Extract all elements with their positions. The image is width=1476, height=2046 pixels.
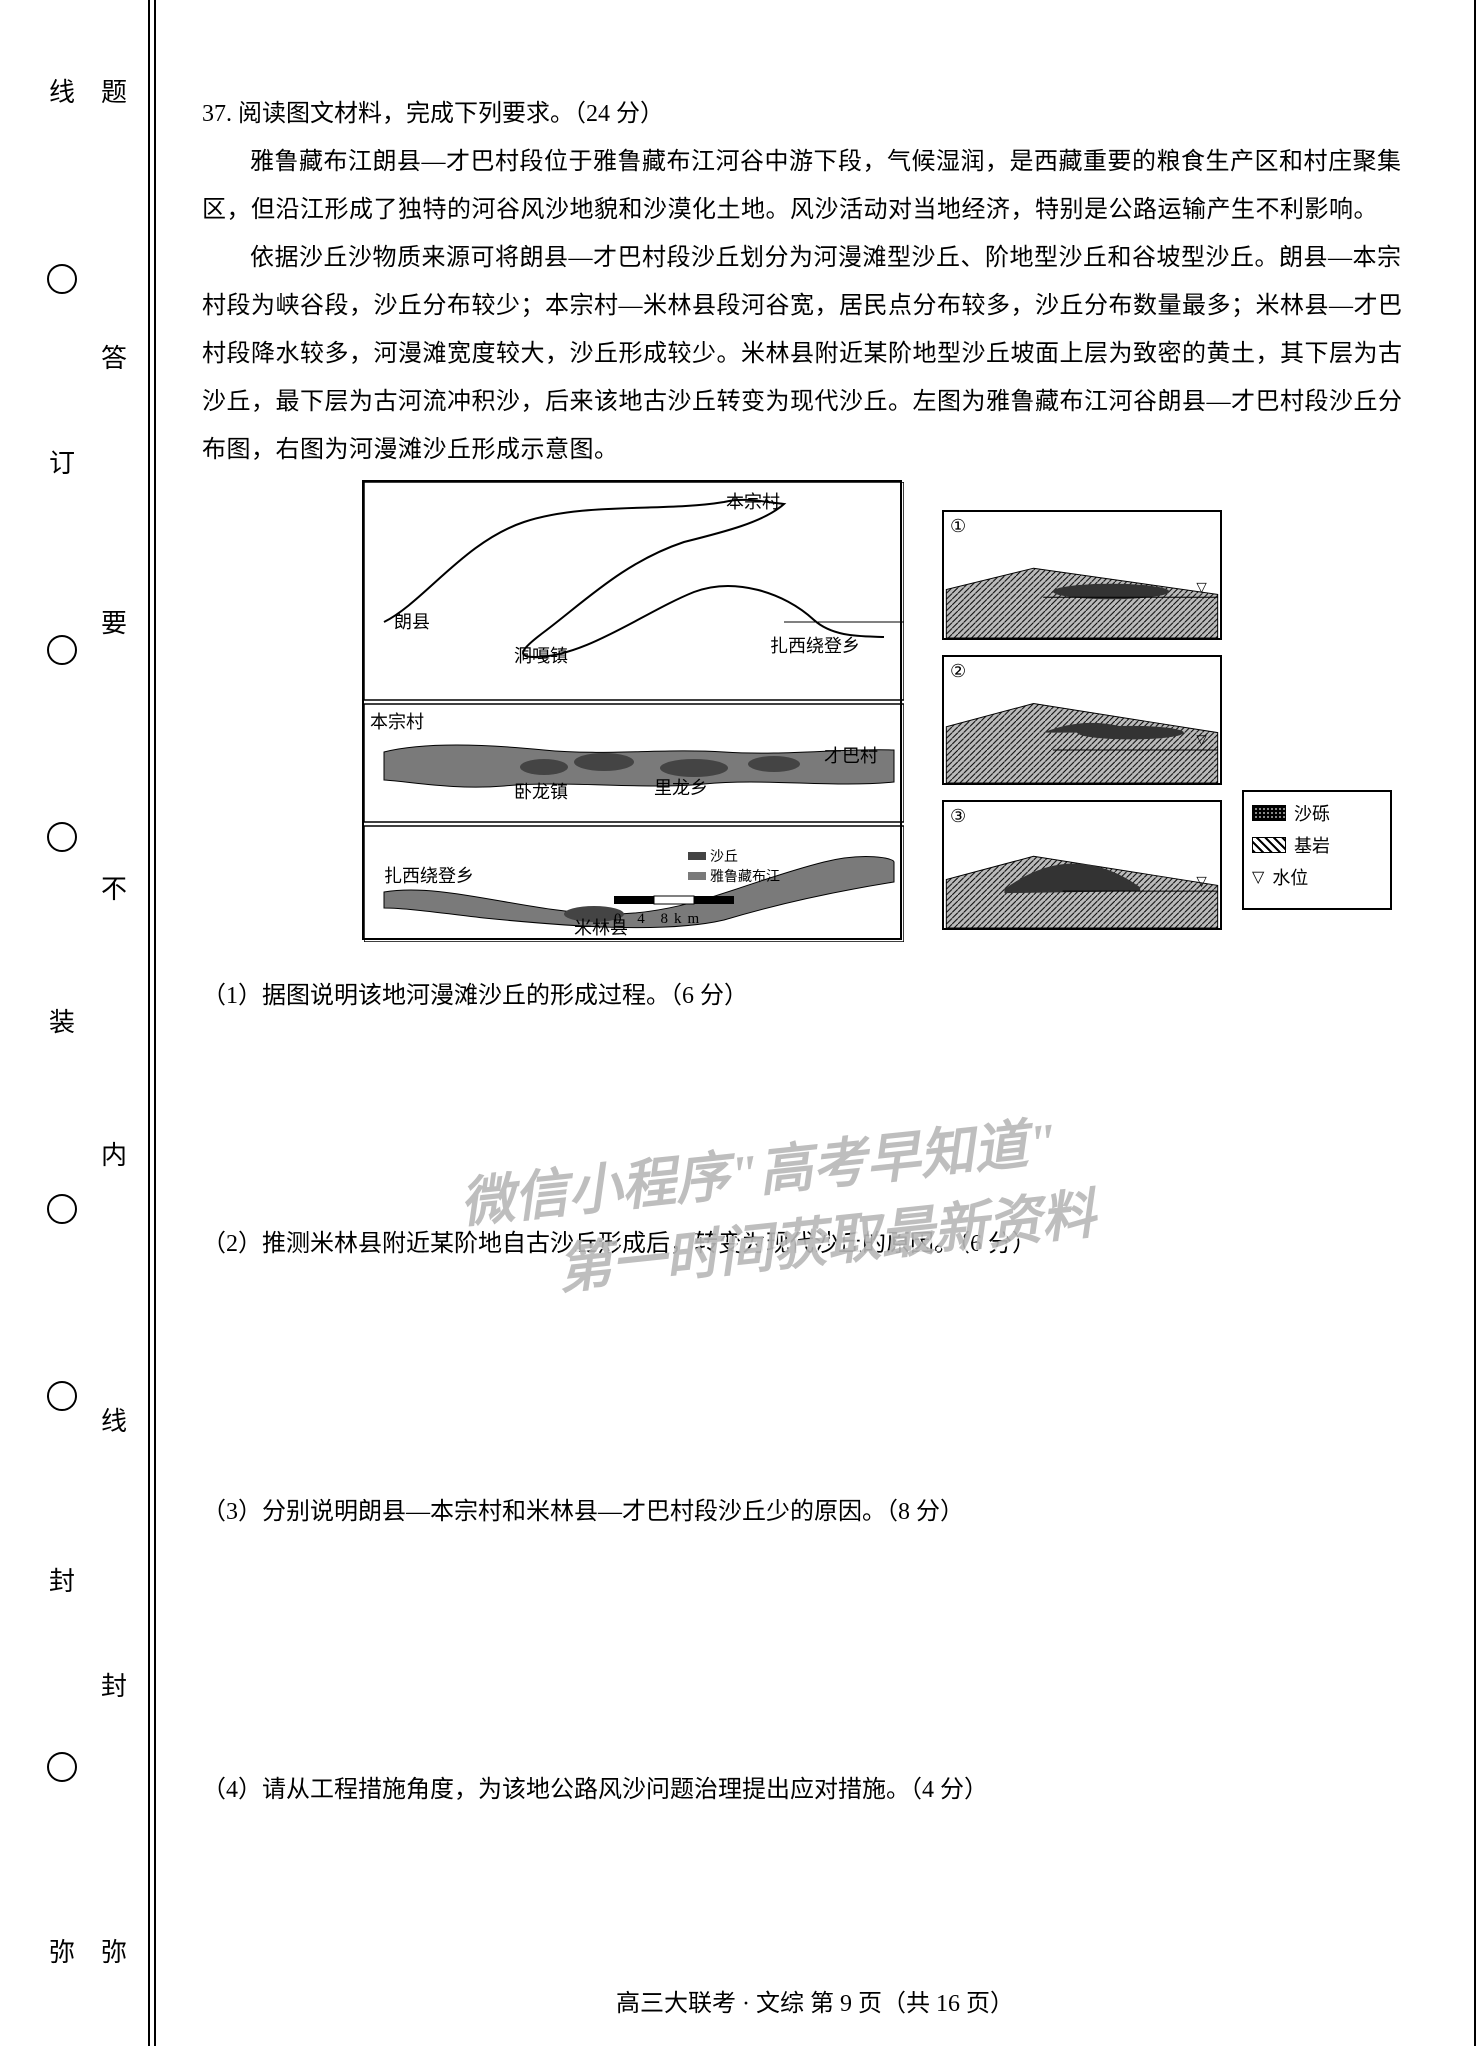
- binding-char: 订: [49, 451, 75, 477]
- swatch-sand-icon: [1252, 805, 1286, 821]
- paragraph-2: 依据沙丘沙物质来源可将朗县—才巴村段沙丘划分为河漫滩型沙丘、阶地型沙丘和谷坡型沙…: [202, 234, 1404, 474]
- legend-label-sand: 沙砾: [1294, 800, 1330, 826]
- legend-row-rock: 基岩: [1252, 832, 1382, 858]
- question-number: 37.: [202, 101, 232, 127]
- map-label-lilong: 里龙乡: [654, 774, 708, 800]
- binding-margin: 线 订 装 封 弥 题 答 要 不 内 线 封 弥: [0, 0, 150, 2046]
- swatch-rock-icon: [1252, 837, 1286, 853]
- map-label-caiba: 才巴村: [824, 742, 878, 768]
- binding-char: 封: [101, 1674, 127, 1700]
- binding-char: 弥: [49, 1940, 75, 1966]
- map-label-langxian: 朗县: [394, 608, 430, 634]
- cross-section-3: ③ ▽: [942, 800, 1222, 930]
- legend-box: 沙砾 基岩 ▽ 水位: [1242, 790, 1392, 910]
- content-area: 37. 阅读图文材料，完成下列要求。（24 分） 雅鲁藏布江朗县—才巴村段位于雅…: [154, 0, 1476, 2046]
- subquestion-1-block: （1）据图说明该地河漫滩沙丘的形成过程。（6 分）: [202, 972, 1404, 1220]
- legend-label-rock: 基岩: [1294, 832, 1330, 858]
- binding-inner-col: 题 答 要 不 内 线 封 弥: [96, 80, 132, 1966]
- page-footer: 高三大联考 · 文综 第 9 页（共 16 页）: [156, 1983, 1474, 2018]
- map-scale: 0 4 8km: [614, 894, 734, 928]
- map-label-dongga: 洞嘎镇: [514, 642, 568, 668]
- subquestion-3: （3）分别说明朗县—本宗村和米林县—才巴村段沙丘少的原因。（8 分）: [202, 1488, 1404, 1536]
- subquestion-2-block: （2）推测米林县附近某阶地自古沙丘形成后，转变为现代沙丘的原因。（6 分）: [202, 1220, 1404, 1488]
- panel-number: ①: [950, 516, 966, 537]
- figure-area: 本宗村 朗县 洞嘎镇 扎西绕登乡 本宗村 卧龙镇 里龙乡 才巴村 扎西绕登乡 米…: [362, 480, 1404, 960]
- binding-char: 题: [101, 80, 127, 106]
- page: 线 订 装 封 弥 题 答 要 不 内 线 封 弥 37. 阅读图文材料，完成下…: [0, 0, 1476, 2046]
- paragraph-1: 雅鲁藏布江朗县—才巴村段位于雅鲁藏布江河谷中游下段，气候湿润，是西藏重要的粮食生…: [202, 138, 1404, 234]
- cross-section-2: ② ▽: [942, 655, 1222, 785]
- map-label-wolong: 卧龙镇: [514, 778, 568, 804]
- map-inline-legend: 沙丘 雅鲁藏布江: [688, 846, 780, 886]
- subquestion-2: （2）推测米林县附近某阶地自古沙丘形成后，转变为现代沙丘的原因。（6 分）: [202, 1220, 1404, 1268]
- binding-char: 弥: [101, 1940, 127, 1966]
- answer-gap: [202, 1536, 1404, 1766]
- cross-section-1: ① ▽: [942, 510, 1222, 640]
- map-inline-legend-river: 雅鲁藏布江: [710, 866, 780, 886]
- map-label-benzong: 本宗村: [726, 488, 780, 514]
- panel-number: ②: [950, 661, 966, 682]
- legend-label-water: 水位: [1272, 864, 1308, 890]
- map-box: 本宗村 朗县 洞嘎镇 扎西绕登乡 本宗村 卧龙镇 里龙乡 才巴村 扎西绕登乡 米…: [362, 480, 902, 940]
- binding-outer-col: 线 订 装 封 弥: [44, 80, 80, 1966]
- binding-char: 答: [101, 346, 127, 372]
- subquestion-4: （4）请从工程措施角度，为该地公路风沙问题治理提出应对措施。（4 分）: [202, 1766, 1404, 1814]
- legend-row-water: ▽ 水位: [1252, 864, 1382, 890]
- svg-text:▽: ▽: [1196, 873, 1207, 888]
- water-level-icon: ▽: [1252, 867, 1264, 887]
- panel-number: ③: [950, 806, 966, 827]
- map-label-benzong2: 本宗村: [370, 708, 424, 734]
- binding-circle-icon: [47, 1194, 77, 1224]
- legend-row-sand: 沙砾: [1252, 800, 1382, 826]
- question-head: 37. 阅读图文材料，完成下列要求。（24 分）: [202, 90, 1404, 138]
- binding-char: 装: [49, 1010, 75, 1036]
- binding-char: 内: [101, 1143, 127, 1169]
- svg-text:▽: ▽: [1196, 732, 1207, 747]
- answer-gap: [202, 1020, 1404, 1220]
- answer-gap: [202, 1268, 1404, 1488]
- binding-circle-icon: [47, 1752, 77, 1782]
- binding-char: 不: [101, 877, 127, 903]
- svg-text:▽: ▽: [1196, 579, 1207, 594]
- map-scale-label: 0 4 8km: [614, 911, 734, 928]
- map-inline-legend-sand: 沙丘: [710, 846, 738, 866]
- binding-char: 线: [49, 80, 75, 106]
- binding-circle-icon: [47, 264, 77, 294]
- subquestion-1: （1）据图说明该地河漫滩沙丘的形成过程。（6 分）: [202, 972, 1404, 1020]
- subquestion-4-block: （4）请从工程措施角度，为该地公路风沙问题治理提出应对措施。（4 分）: [202, 1766, 1404, 1814]
- map-label-zhaxi: 扎西绕登乡: [770, 632, 860, 658]
- subquestion-3-block: （3）分别说明朗县—本宗村和米林县—才巴村段沙丘少的原因。（8 分）: [202, 1488, 1404, 1766]
- binding-circle-icon: [47, 1381, 77, 1411]
- question-title: 阅读图文材料，完成下列要求。（24 分）: [238, 101, 664, 127]
- binding-circle-icon: [47, 635, 77, 665]
- map-label-zhaxi2: 扎西绕登乡: [384, 862, 474, 888]
- binding-char: 要: [101, 611, 127, 637]
- binding-char: 封: [49, 1569, 75, 1595]
- binding-char: 线: [101, 1409, 127, 1435]
- binding-circle-icon: [47, 822, 77, 852]
